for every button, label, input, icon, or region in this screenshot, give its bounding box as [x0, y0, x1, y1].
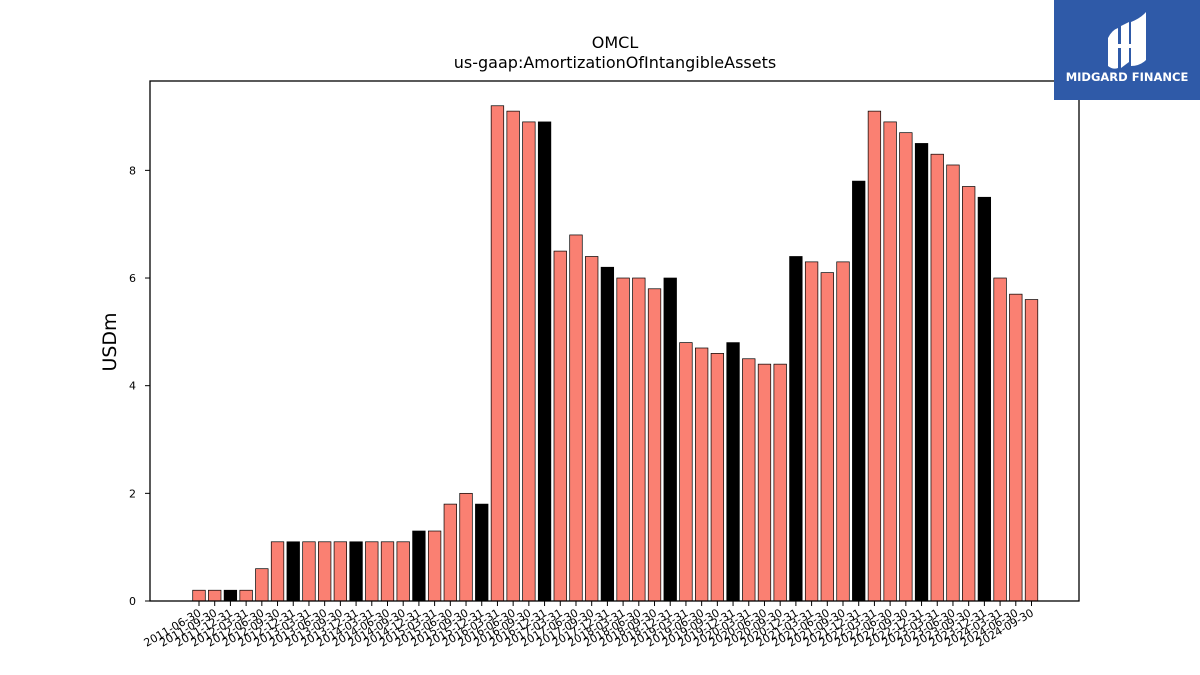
bar	[616, 277, 630, 602]
plot-frame	[149, 80, 1080, 602]
bar	[852, 180, 866, 602]
bar	[726, 342, 740, 602]
bar	[679, 342, 693, 602]
bar	[836, 261, 850, 602]
bar	[537, 121, 552, 602]
y-tick-label: 6	[129, 272, 136, 285]
bar	[223, 589, 238, 602]
bar	[522, 121, 536, 602]
bar	[1009, 293, 1023, 602]
y-tick-label: 2	[129, 487, 136, 500]
bar	[286, 541, 300, 602]
bar	[396, 541, 410, 602]
logo: MIDGARD FINANCE	[1054, 0, 1200, 100]
y-axis-label: USDm	[99, 312, 121, 371]
bar	[820, 272, 834, 602]
bar	[962, 186, 976, 602]
bar	[302, 541, 316, 602]
bar	[914, 143, 929, 602]
bar	[773, 363, 787, 602]
bar	[695, 347, 709, 602]
bar	[255, 568, 269, 602]
bar	[867, 110, 882, 602]
bar	[647, 288, 662, 602]
x-ticks-group: 2011-06-302011-09-302011-12-312012-03-31…	[142, 601, 1036, 650]
chart-title: OMCL	[592, 33, 639, 52]
bar	[475, 503, 489, 602]
bar	[789, 256, 803, 602]
bar	[380, 541, 395, 602]
y-tick-label: 0	[129, 595, 136, 608]
bar	[443, 503, 457, 602]
bar	[553, 250, 567, 602]
bar	[930, 153, 944, 602]
midgard-logo-icon	[1108, 12, 1146, 69]
bar	[318, 541, 332, 602]
bar	[600, 266, 615, 602]
bar	[349, 541, 363, 602]
y-tick-label: 4	[129, 380, 136, 393]
bar	[899, 132, 913, 602]
bar	[333, 541, 347, 602]
bar	[459, 492, 473, 602]
bar	[270, 541, 285, 602]
bar	[365, 541, 379, 602]
bar	[192, 589, 206, 602]
bar	[946, 164, 960, 602]
bar	[757, 363, 772, 602]
bar	[632, 277, 646, 602]
bar	[506, 110, 520, 602]
bar	[977, 196, 992, 602]
bar	[883, 121, 897, 602]
bar	[427, 530, 442, 602]
y-ticks-group: 0 2 4 6 8	[129, 164, 150, 608]
bar	[412, 530, 426, 602]
bar	[804, 261, 819, 602]
logo-text: MIDGARD FINANCE	[1066, 70, 1189, 84]
bar	[710, 353, 724, 602]
bar	[585, 256, 599, 602]
bar	[569, 234, 583, 602]
bar	[208, 589, 222, 602]
bar	[490, 105, 505, 602]
chart-subtitle: us-gaap:AmortizationOfIntangibleAssets	[454, 53, 776, 72]
bar	[663, 277, 677, 602]
y-tick-label: 8	[129, 164, 136, 177]
bar	[742, 358, 756, 602]
bar	[1024, 299, 1039, 602]
bar	[239, 589, 253, 602]
bar	[993, 277, 1007, 602]
bars-group	[192, 105, 1039, 602]
